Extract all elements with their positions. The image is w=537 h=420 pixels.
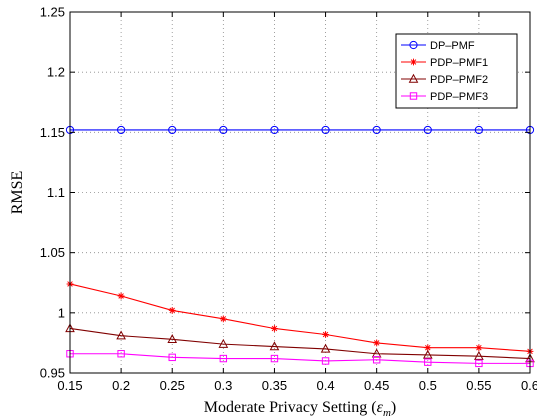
data-point (270, 354, 279, 363)
data-point (117, 125, 126, 135)
x-tick-label: 0.15 (57, 378, 82, 393)
legend-label: DP–PMF (430, 40, 475, 52)
series-3 (66, 350, 534, 368)
legend-item: DP–PMF (401, 40, 475, 52)
series-line (69, 327, 531, 360)
y-tick-label: 1 (58, 305, 65, 320)
data-point (117, 350, 125, 358)
data-point (320, 343, 331, 353)
data-point (219, 315, 227, 323)
ticks (69, 11, 531, 374)
x-tick-label: 0.4 (317, 378, 335, 393)
data-point (117, 292, 125, 300)
legend-marker (409, 92, 418, 100)
tick-labels: 0.15 0.2 0.25 0.3 0.35 0.4 0.45 0.5 0.55 0.6 0.95 1… (40, 5, 537, 394)
y-tick-label: 1.15 (40, 125, 65, 140)
legend-label: PDP–PMF3 (430, 91, 488, 103)
data-point (218, 338, 229, 348)
data-point (271, 325, 278, 332)
x-tick-label: 0.3 (214, 378, 232, 393)
x-tick-label: 0.35 (262, 378, 287, 393)
data-point (321, 357, 330, 365)
data-point (168, 353, 176, 362)
x-tick-label: 0.5 (419, 378, 437, 393)
x-tick-label: 0.6 (521, 378, 537, 393)
data-point (219, 125, 228, 135)
data-point (168, 307, 176, 314)
legend-marker (408, 73, 419, 83)
legend: DP–PMF PDP–PMF1 PDP–PMF2 PDP–PMF3 (395, 33, 518, 109)
legend-marker (410, 58, 417, 66)
series-layer (65, 125, 535, 368)
y-tick-label: 1.2 (47, 65, 65, 80)
data-point (269, 341, 280, 351)
data-point (372, 125, 381, 135)
data-point (423, 125, 432, 135)
x-axis-label-subscript: m (383, 407, 391, 419)
legend-item: PDP–PMF2 (401, 73, 488, 86)
y-axis-label: RMSE (9, 171, 26, 215)
data-point (372, 356, 381, 364)
y-tick-label: 1.25 (40, 5, 65, 20)
x-axis-label-main: Moderate Privacy Setting ( (204, 399, 377, 416)
data-point (167, 334, 178, 344)
data-point (475, 359, 483, 368)
legend-marker (409, 40, 418, 50)
series-line (70, 353, 530, 364)
legend-label: PDP–PMF1 (430, 57, 488, 69)
series-0 (65, 125, 535, 135)
x-axis-label-suffix: ) (391, 399, 396, 416)
series-line (69, 283, 531, 352)
series-1 (66, 280, 534, 355)
data-point (474, 125, 483, 135)
legend-item: PDP–PMF3 (401, 91, 488, 103)
x-tick-label: 0.25 (160, 378, 185, 393)
series-2 (65, 323, 535, 363)
data-point (168, 125, 177, 135)
data-point (219, 354, 228, 363)
y-tick-label: 0.95 (40, 366, 65, 381)
data-point (270, 125, 279, 135)
data-point (474, 350, 484, 360)
data-point (424, 344, 432, 352)
x-axis-label: Moderate Privacy Setting (εm) (204, 399, 396, 419)
y-tick-label: 1.05 (40, 245, 65, 260)
data-point (373, 339, 381, 347)
data-point (422, 349, 433, 359)
x-tick-label: 0.55 (466, 378, 491, 393)
data-point (322, 331, 329, 338)
data-point (321, 125, 330, 135)
legend-item: PDP–PMF1 (401, 57, 488, 69)
x-axis-label-symbol: ε (377, 399, 384, 416)
y-tick-label: 1.1 (47, 185, 65, 200)
x-tick-label: 0.45 (364, 378, 389, 393)
legend-label: PDP–PMF2 (430, 74, 488, 86)
data-point (116, 330, 126, 340)
x-tick-label: 0.2 (112, 378, 130, 393)
data-point (424, 358, 432, 366)
data-point (475, 344, 483, 352)
